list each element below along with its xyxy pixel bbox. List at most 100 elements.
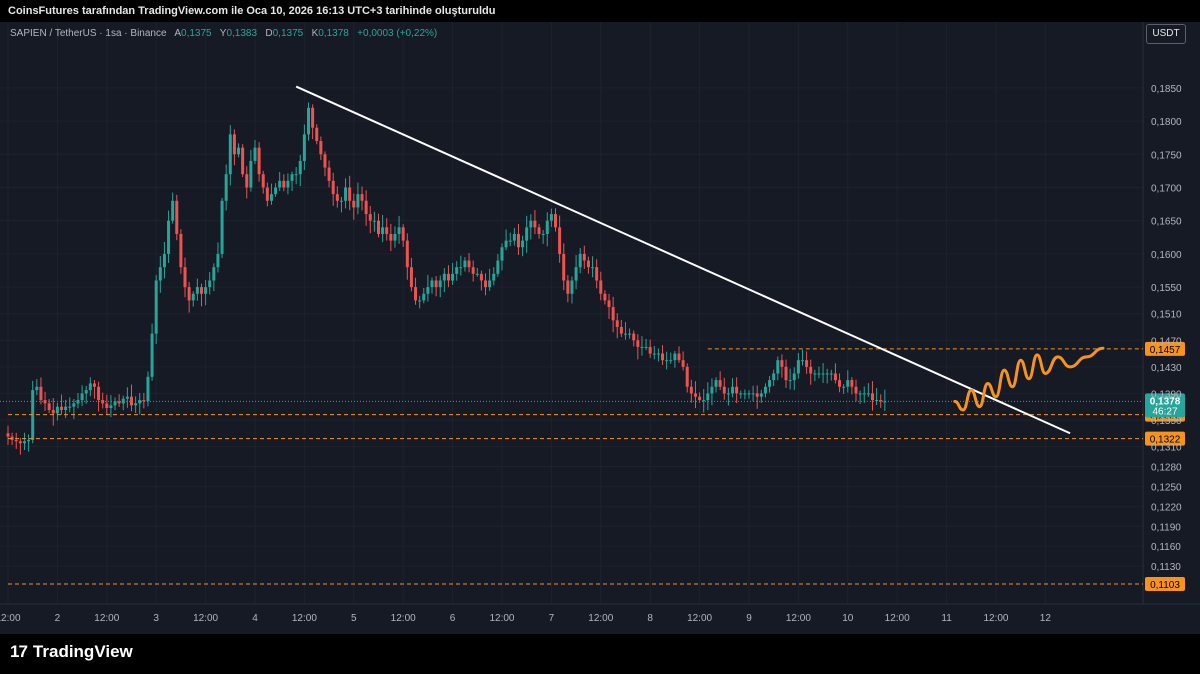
candle-body[interactable] [772, 373, 776, 381]
candle-body[interactable] [607, 300, 611, 308]
candle-body[interactable] [35, 386, 39, 391]
candle-body[interactable] [216, 253, 220, 268]
candle-body[interactable] [821, 373, 825, 375]
candle-body[interactable] [241, 147, 245, 175]
candle-body[interactable] [496, 260, 500, 274]
candle-body[interactable] [516, 233, 520, 248]
candle-body[interactable] [677, 353, 681, 361]
candle-body[interactable] [693, 393, 697, 397]
candle-body[interactable] [134, 403, 138, 406]
candle-body[interactable] [442, 273, 446, 281]
candle-body[interactable] [6, 433, 10, 437]
candle-body[interactable] [743, 393, 747, 395]
candle-body[interactable] [566, 280, 570, 294]
candle-body[interactable] [578, 253, 582, 268]
candle-body[interactable] [813, 373, 817, 375]
candle-body[interactable] [862, 393, 866, 395]
candle-body[interactable] [640, 346, 644, 348]
candle-body[interactable] [619, 326, 623, 334]
candle-body[interactable] [356, 194, 360, 208]
candle-body[interactable] [339, 200, 343, 202]
candle-body[interactable] [451, 273, 455, 281]
candle-body[interactable] [113, 401, 117, 406]
price-chart[interactable]: 0,14570,13580,13220,11030,137846:270,185… [0, 0, 1200, 634]
candle-body[interactable] [685, 366, 689, 387]
candle-body[interactable] [319, 140, 323, 155]
candle-body[interactable] [125, 396, 129, 399]
candle-body[interactable] [269, 194, 273, 201]
candle-body[interactable] [348, 187, 352, 201]
candle-body[interactable] [183, 267, 187, 288]
candle-body[interactable] [401, 227, 405, 241]
candle-body[interactable] [800, 360, 804, 362]
candle-body[interactable] [27, 439, 31, 442]
candle-body[interactable] [842, 386, 846, 388]
candle-body[interactable] [870, 393, 874, 401]
candle-body[interactable] [208, 280, 212, 288]
candle-body[interactable] [591, 267, 595, 269]
candle-body[interactable] [467, 260, 471, 268]
candle-body[interactable] [784, 366, 788, 381]
candle-body[interactable] [47, 403, 51, 411]
candle-body[interactable] [529, 220, 533, 228]
candle-body[interactable] [105, 403, 109, 409]
candle-body[interactable] [747, 393, 751, 395]
candle-body[interactable] [558, 227, 562, 254]
candle-body[interactable] [84, 390, 88, 394]
symbol-name[interactable]: SAPIEN / TetherUS · 1sa · Binance [10, 28, 167, 39]
candle-body[interactable] [286, 180, 290, 188]
candle-body[interactable] [595, 267, 599, 281]
candle-body[interactable] [879, 400, 883, 402]
candle-body[interactable] [549, 214, 553, 221]
candle-body[interactable] [311, 107, 315, 128]
candle-body[interactable] [212, 267, 216, 281]
candle-body[interactable] [344, 187, 348, 201]
candle-body[interactable] [146, 376, 150, 402]
candle-body[interactable] [628, 333, 632, 335]
candle-body[interactable] [397, 227, 401, 234]
candle-body[interactable] [541, 233, 545, 235]
candle-body[interactable] [792, 373, 796, 381]
candle-body[interactable] [372, 220, 376, 222]
candle-body[interactable] [10, 436, 14, 440]
candle-body[interactable] [55, 406, 59, 414]
candle-body[interactable] [274, 187, 278, 195]
candle-body[interactable] [18, 441, 22, 444]
candle-body[interactable] [459, 267, 463, 269]
candle-body[interactable] [434, 280, 438, 288]
candle-body[interactable] [323, 154, 327, 168]
candle-body[interactable] [656, 353, 660, 355]
candle-body[interactable] [364, 200, 368, 215]
candle-body[interactable] [129, 396, 133, 406]
candle-body[interactable] [488, 280, 492, 288]
candle-body[interactable] [615, 320, 619, 327]
candle-body[interactable] [484, 280, 488, 288]
candle-body[interactable] [636, 340, 640, 347]
candle-body[interactable] [187, 287, 191, 301]
candle-body[interactable] [14, 439, 18, 442]
candle-body[interactable] [385, 227, 389, 234]
candle-body[interactable] [796, 360, 800, 374]
candle-body[interactable] [755, 393, 759, 397]
candle-body[interactable] [60, 406, 64, 411]
candle-body[interactable] [352, 200, 356, 208]
candle-body[interactable] [409, 267, 413, 288]
candle-body[interactable] [97, 386, 101, 401]
candle-body[interactable] [825, 373, 829, 375]
candle-body[interactable] [331, 180, 335, 195]
candle-body[interactable] [39, 386, 43, 401]
candle-body[interactable] [508, 240, 512, 242]
candle-body[interactable] [545, 220, 549, 234]
candle-body[interactable] [562, 253, 566, 281]
candle-body[interactable] [854, 386, 858, 394]
candle-body[interactable] [702, 400, 706, 402]
candle-body[interactable] [327, 167, 331, 181]
candle-body[interactable] [446, 273, 450, 281]
candle-body[interactable] [204, 287, 208, 294]
candle-body[interactable] [171, 200, 175, 221]
candle-body[interactable] [80, 393, 84, 401]
candle-body[interactable] [788, 380, 792, 382]
candle-body[interactable] [302, 134, 306, 161]
candle-body[interactable] [875, 400, 879, 402]
candle-body[interactable] [883, 401, 887, 403]
